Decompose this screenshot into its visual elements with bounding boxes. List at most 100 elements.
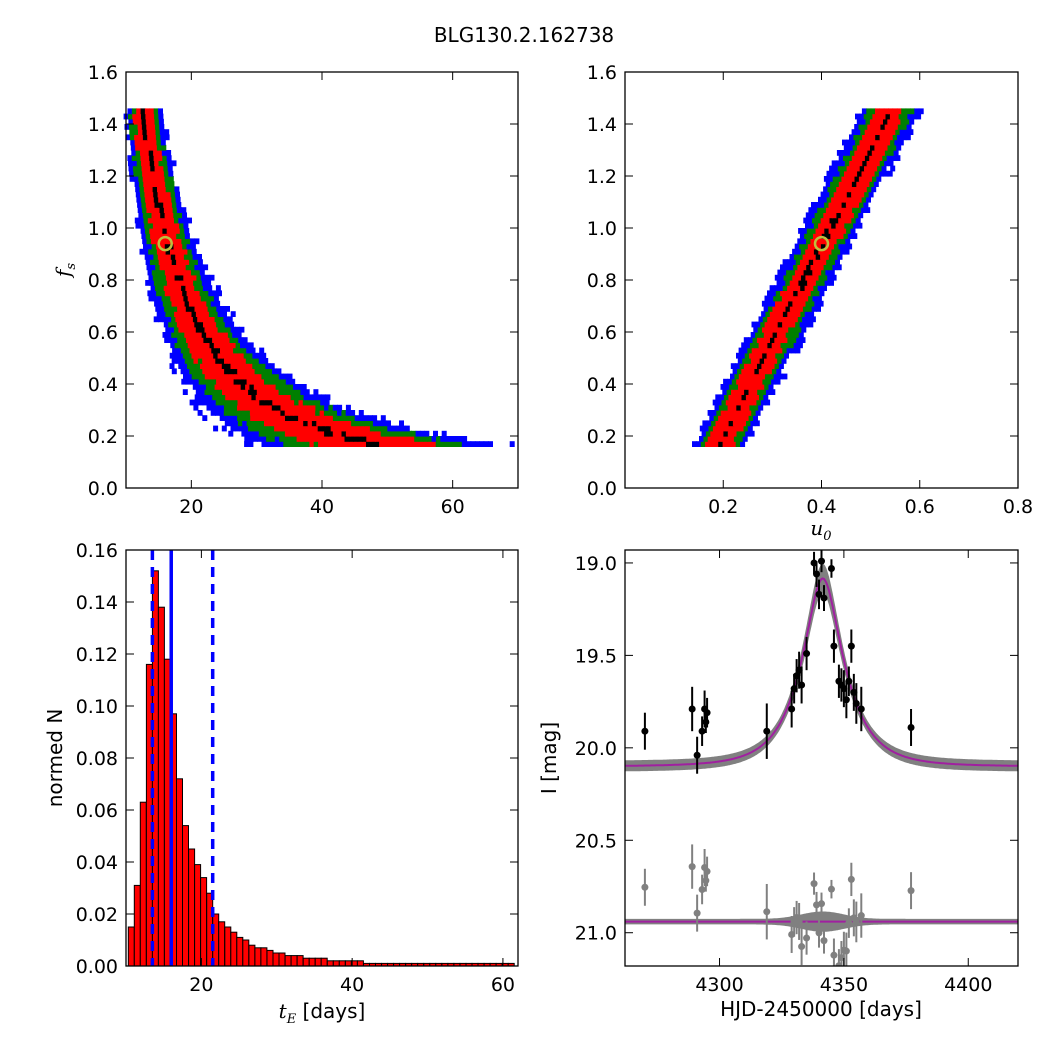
confidence-cell <box>287 436 293 442</box>
confidence-cell <box>845 202 851 208</box>
confidence-cell <box>278 373 284 380</box>
confidence-cell <box>753 415 758 421</box>
confidence-cell <box>743 337 749 343</box>
confidence-cell <box>197 254 202 260</box>
confidence-cell <box>822 274 828 281</box>
confidence-cell <box>427 436 433 442</box>
confidence-cell <box>192 316 198 323</box>
confidence-cell <box>762 326 767 333</box>
confidence-cell <box>819 202 825 208</box>
confidence-cell <box>229 378 235 385</box>
confidence-cell <box>857 134 863 141</box>
confidence-cell <box>142 129 148 135</box>
confidence-cell <box>754 394 760 401</box>
confidence-cell <box>868 113 874 120</box>
confidence-cell <box>183 248 188 255</box>
confidence-cell <box>731 441 737 447</box>
confidence-cell <box>170 222 176 229</box>
confidence-cell <box>802 316 808 323</box>
confidence-cell <box>834 233 840 239</box>
confidence-cell <box>172 238 178 245</box>
confidence-cell <box>770 352 776 359</box>
confidence-cell <box>289 399 295 406</box>
confidence-cell <box>275 384 281 390</box>
confidence-cell <box>466 441 472 447</box>
confidence-cell <box>280 404 286 411</box>
confidence-cell <box>302 404 308 411</box>
confidence-cell <box>185 264 191 271</box>
confidence-cell <box>128 118 134 125</box>
confidence-cell <box>164 212 170 219</box>
confidence-cell <box>239 352 245 359</box>
data-point <box>641 727 649 735</box>
confidence-cell <box>213 373 219 380</box>
confidence-cell <box>256 389 262 395</box>
confidence-cell <box>871 186 877 193</box>
confidence-cell <box>788 290 794 297</box>
confidence-cell <box>787 285 793 291</box>
confidence-cell <box>833 191 839 198</box>
confidence-cell <box>184 233 190 239</box>
confidence-cell <box>796 274 802 281</box>
confidence-cell <box>293 410 299 416</box>
confidence-cell <box>216 337 222 343</box>
confidence-cell <box>755 332 761 338</box>
confidence-cell <box>228 347 234 354</box>
confidence-cell <box>213 425 219 432</box>
confidence-cell <box>740 352 746 359</box>
confidence-cell <box>145 202 151 208</box>
confidence-cell <box>157 254 163 260</box>
confidence-cell <box>887 118 893 125</box>
confidence-cell <box>174 311 180 317</box>
confidence-cell <box>176 202 182 208</box>
confidence-cell <box>752 399 757 406</box>
histogram-bar <box>194 864 202 967</box>
confidence-cell <box>239 425 245 432</box>
confidence-cell <box>213 363 219 369</box>
confidence-cell <box>254 410 260 416</box>
residual-point <box>827 885 835 893</box>
confidence-cell <box>166 150 172 156</box>
histogram-bar <box>272 952 280 967</box>
confidence-cell <box>748 389 754 395</box>
confidence-cell <box>281 399 286 406</box>
confidence-cell <box>817 285 823 291</box>
confidence-cell <box>254 404 260 411</box>
confidence-cell <box>204 352 210 359</box>
confidence-cell <box>864 191 870 198</box>
confidence-cell <box>190 290 196 297</box>
confidence-cell <box>859 165 865 172</box>
confidence-cell <box>841 150 847 156</box>
confidence-cell <box>200 342 206 349</box>
confidence-cell <box>321 394 326 401</box>
confidence-cell <box>144 222 150 229</box>
confidence-cell <box>828 264 833 271</box>
confidence-cell <box>158 233 164 239</box>
confidence-cell <box>747 373 753 380</box>
confidence-cell <box>212 337 218 343</box>
confidence-cell <box>348 441 354 447</box>
confidence-cell <box>216 378 222 385</box>
confidence-cell <box>350 410 356 416</box>
confidence-cell <box>854 150 860 156</box>
confidence-cell <box>154 165 160 172</box>
confidence-cell <box>793 316 799 323</box>
confidence-cell <box>215 404 221 411</box>
confidence-cell <box>795 285 801 291</box>
confidence-cell <box>213 389 219 395</box>
confidence-cell <box>718 415 724 421</box>
confidence-cell <box>214 332 220 338</box>
confidence-cell <box>832 238 838 245</box>
confidence-cell <box>897 134 902 141</box>
confidence-cell <box>786 259 792 265</box>
confidence-cell <box>297 384 303 390</box>
confidence-cell <box>835 222 841 229</box>
confidence-cell <box>811 228 817 234</box>
histogram-bars <box>127 570 515 967</box>
confidence-cell <box>392 441 398 447</box>
confidence-cell <box>129 170 135 177</box>
te-histogram-panel: 20 40 600.000.020.040.060.080.100.120.140.… <box>43 540 519 1027</box>
confidence-cell <box>168 321 174 328</box>
confidence-cell <box>191 248 197 255</box>
confidence-cell <box>261 436 267 442</box>
